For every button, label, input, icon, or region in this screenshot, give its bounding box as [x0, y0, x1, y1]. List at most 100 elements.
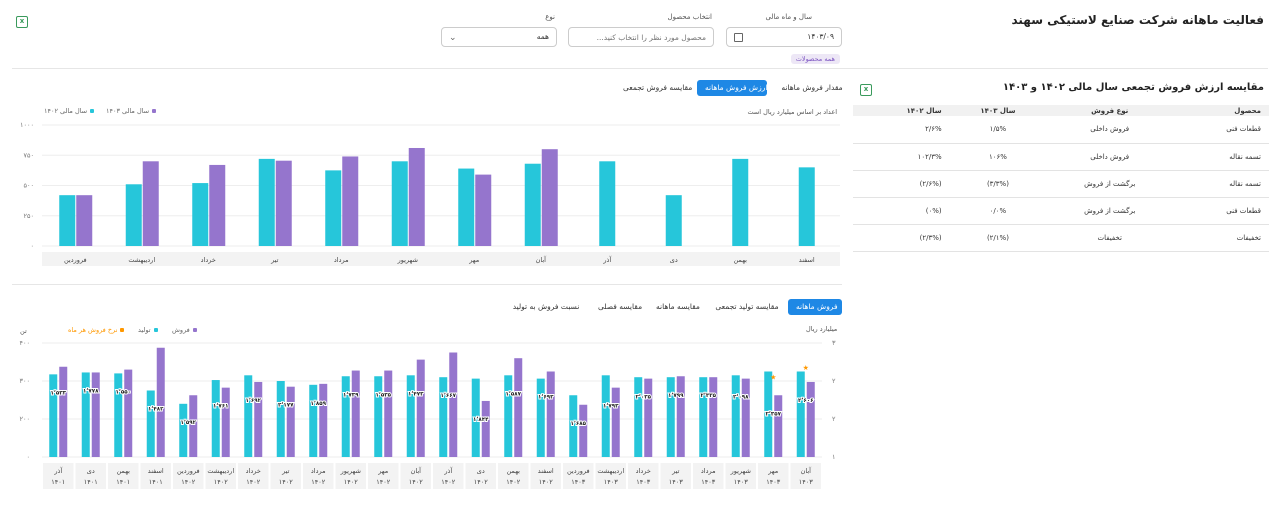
bar-sales: [676, 376, 685, 457]
x-tick-year: ۱۴۰۲: [409, 478, 423, 486]
bar-1403: [541, 149, 558, 246]
data-label: ۱٬۸۵۹: [310, 401, 326, 407]
cell-1403: ۱/۵%: [949, 116, 1047, 144]
product-label: انتخاب محصول: [667, 13, 712, 21]
cell-sale-type: برگشت از فروش: [1046, 170, 1174, 198]
bar-production: [341, 376, 350, 457]
tab-monthly-sales[interactable]: فروش ماهانه: [788, 299, 842, 315]
y-tick-label-right: ۳: [832, 339, 836, 347]
table-row: تسمه نقاله فروش داخلی ۱۰۶% ۱۰۲/۳%: [853, 143, 1269, 171]
bar-production: [601, 375, 610, 457]
x-tick-year: ۱۴۰۱: [84, 478, 98, 486]
x-tick-year: ۱۴۰۲: [376, 478, 390, 486]
bar-sales: [189, 395, 198, 457]
x-tick-year: ۱۴۰۳: [571, 478, 585, 486]
annual-table: محصول نوع فروش سال ۱۴۰۳ سال ۱۴۰۲ قطعات ف…: [853, 105, 1269, 252]
bar-sales: [774, 395, 783, 457]
type-label: نوع: [545, 13, 555, 21]
bar-1403: [76, 195, 93, 246]
legend-rate-swatch: [120, 328, 125, 332]
data-label: ۱٬۶۹۲: [245, 398, 261, 404]
x-label-cell: [498, 463, 529, 489]
bar-sales: [286, 386, 295, 457]
bar-1402: [391, 161, 408, 246]
bar-sales: [156, 347, 165, 457]
data-label: ۲٬۱۷۷: [278, 403, 294, 409]
x-tick-year: ۱۴۰۲: [344, 478, 358, 486]
data-label: ۱٬۷۹۳: [603, 404, 619, 410]
x-tick-month: شهریور: [340, 467, 361, 475]
top-chart-note: اعداد بر اساس میلیارد ریال است: [747, 108, 837, 116]
year-month-value: ۱۴۰۳/۰۹: [807, 32, 834, 41]
bar-production: [699, 377, 708, 457]
bar-production: [471, 378, 480, 457]
x-tick-label: فروردین: [64, 256, 87, 264]
tab-sales-production-ratio[interactable]: نسبت فروش به تولید: [512, 302, 580, 311]
x-tick-label: اردیبهشت: [128, 256, 155, 264]
x-tick-month: اردیبهشت: [597, 467, 624, 475]
bar-1402: [458, 168, 475, 246]
all-products-badge[interactable]: همه محصولات: [790, 54, 840, 64]
tab-seasonal-comparison[interactable]: مقایسه فصلی: [598, 302, 643, 311]
x-tick-year: ۱۴۰۳: [604, 478, 618, 486]
bar-1402: [732, 158, 749, 246]
bar-production: [374, 376, 383, 457]
legend-rate: نرخ فروش هر ماه: [68, 326, 125, 334]
x-tick-label: دی: [670, 256, 678, 264]
x-label-cell: [530, 463, 561, 489]
bar-sales: [806, 381, 815, 457]
x-tick-month: خرداد: [246, 467, 261, 475]
x-tick-year: ۱۴۰۳: [636, 478, 650, 486]
bar-1402: [524, 163, 541, 246]
tab-monthly-comparison[interactable]: مقایسه ماهانه: [656, 302, 700, 311]
tab-cumulative-production[interactable]: مقایسه تولید تجمعی: [715, 302, 779, 311]
x-tick-month: مرداد: [701, 467, 716, 475]
x-label-cell: [75, 463, 106, 489]
tab-monthly-quantity[interactable]: مقدار فروش ماهانه: [781, 83, 843, 92]
product-input[interactable]: [568, 27, 714, 47]
legend-1403: سال مالی ۱۴۰۳: [106, 107, 157, 115]
data-label: ۲٬۶۰۶: [798, 398, 814, 404]
x-tick-month: تیر: [281, 467, 290, 475]
monthly-value-chart: ۱۰۰۰ ۷۵۰ ۵۰۰ ۲۵۰ ۰ اسفند بهمن دی آذر آبان مهر شهریو…: [20, 121, 840, 266]
data-label: ۱٬۷۹۹: [668, 393, 684, 399]
x-label-cell: [465, 463, 496, 489]
x-tick-year: ۱۴۰۲: [539, 478, 553, 486]
x-tick-month: مهر: [767, 467, 778, 475]
bar-production: [536, 378, 545, 457]
x-tick-year: ۱۴۰۳: [799, 478, 813, 486]
cell-sale-type: فروش داخلی: [1046, 116, 1174, 144]
rate-marker: ★: [803, 364, 809, 372]
tab-monthly-value[interactable]: ارزش فروش ماهانه: [697, 80, 767, 96]
bar-production: [244, 375, 253, 457]
bar-sales: [319, 383, 328, 457]
cell-1403: (۳/۳%): [949, 170, 1047, 198]
bar-sales: [124, 369, 133, 457]
data-label: ۱٬۵۹۲: [180, 420, 196, 426]
legend-sales: فروش: [172, 326, 197, 334]
bar-1403: [142, 161, 159, 246]
x-tick-month: آبان: [411, 466, 423, 475]
cell-sale-type: برگشت از فروش: [1046, 197, 1174, 225]
data-label: ۲٬۳۵۷: [765, 411, 781, 417]
x-tick-label: خرداد: [201, 256, 216, 264]
x-label-cell: [140, 463, 171, 489]
bar-1403: [475, 174, 492, 246]
legend-rate-label: نرخ فروش هر ماه: [68, 326, 118, 334]
bar-production: [81, 372, 90, 457]
x-tick-month: اردیبهشت: [207, 467, 234, 475]
bar-1402: [192, 183, 209, 246]
x-label-cell: [563, 463, 594, 489]
tab-cumulative-comparison[interactable]: مقایسه فروش تجمعی: [623, 83, 693, 92]
bar-sales: [254, 381, 263, 457]
year-month-field[interactable]: ۱۴۰۳/۰۹: [726, 27, 842, 47]
type-select[interactable]: همه ⌄: [441, 27, 557, 47]
bar-sales: [351, 370, 360, 457]
x-tick-month: آبان: [801, 466, 813, 475]
x-label-cell: [693, 463, 724, 489]
x-tick-label: مهر: [468, 256, 479, 264]
x-tick-month: دی: [477, 467, 485, 475]
excel-export-icon[interactable]: x: [16, 16, 28, 28]
bar-1402: [798, 167, 815, 246]
excel-export-icon[interactable]: x: [860, 84, 872, 96]
